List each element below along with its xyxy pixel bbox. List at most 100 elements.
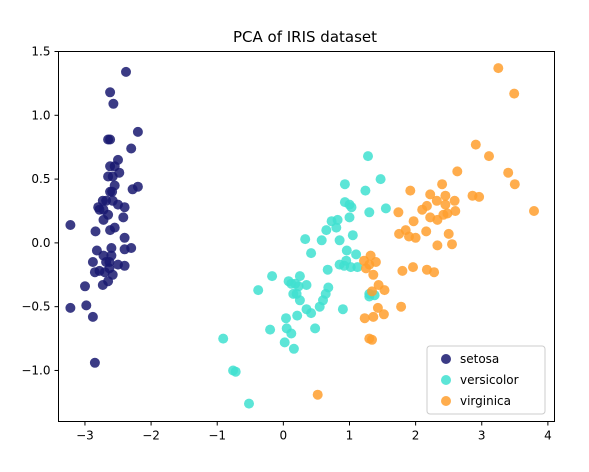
point-virginica [447,239,457,250]
point-virginica [509,88,520,99]
point-virginica [503,167,514,178]
legend-label-versicolor: versicolor [460,373,519,387]
point-versicolor [337,304,348,315]
point-virginica [529,206,539,216]
point-virginica [372,302,383,313]
point-virginica [509,179,520,190]
series-virginica [312,63,539,400]
point-virginica [368,311,379,322]
x-tick-label: 2 [412,429,420,443]
point-setosa [105,87,116,98]
point-versicolor [316,235,327,246]
point-versicolor [292,310,303,321]
point-versicolor [346,202,357,213]
point-virginica [425,189,436,200]
point-versicolor [265,324,276,335]
point-virginica [442,208,453,219]
point-setosa [105,225,116,236]
point-setosa [99,267,110,278]
point-versicolor [310,323,321,334]
point-setosa [105,134,116,145]
point-setosa [97,280,108,290]
point-versicolor [288,343,299,354]
point-setosa [105,186,116,197]
point-setosa [108,98,119,109]
x-tick-label: −1 [208,429,226,443]
point-virginica [312,389,323,400]
point-versicolor [244,398,254,409]
point-virginica [361,263,371,274]
point-virginica [397,265,408,276]
point-virginica [396,301,407,312]
point-versicolor [347,230,358,241]
point-setosa [114,167,125,178]
point-setosa [89,267,100,278]
point-versicolor [375,174,386,185]
point-virginica [408,262,418,273]
legend-marker-virginica [441,396,451,406]
point-versicolor [314,301,325,312]
point-versicolor [334,235,345,246]
legend-marker-setosa [441,354,451,364]
legend: setosa versicolor virginica [426,345,546,415]
point-virginica [437,179,448,190]
point-virginica [394,228,405,239]
point-versicolor [341,245,352,256]
legend-label-virginica: virginica [460,394,511,408]
point-virginica [421,226,432,237]
point-versicolor [344,212,355,223]
x-tick-label: −3 [76,429,94,443]
point-virginica [484,151,494,162]
point-versicolor [230,366,241,377]
points-layer [65,63,539,409]
point-versicolor [352,262,363,273]
point-virginica [440,199,451,210]
point-versicolor [332,214,343,225]
point-setosa [80,281,90,292]
point-virginica [359,313,370,324]
y-tick-label: 1.5 [31,45,50,59]
point-setosa [127,184,138,195]
point-versicolor [294,295,305,306]
point-setosa [103,171,114,182]
point-virginica [431,195,442,206]
x-tick-label: 3 [478,429,486,443]
point-versicolor [339,179,350,190]
point-virginica [443,228,454,239]
point-versicolor [364,207,375,218]
point-virginica [432,214,443,225]
point-virginica [474,191,485,202]
point-virginica [452,166,463,177]
point-virginica [417,204,428,215]
point-virginica [367,286,377,297]
series-versicolor [218,151,391,409]
point-setosa [81,300,92,311]
point-setosa [89,357,100,368]
point-setosa [65,220,76,230]
y-tick-label: 1.0 [31,108,50,122]
point-setosa [106,243,117,253]
point-setosa [98,214,109,225]
point-virginica [379,285,390,296]
point-versicolor [360,185,371,196]
point-versicolor [301,280,312,290]
point-virginica [450,206,461,216]
y-axis: −1.0 −0.5 0.0 0.5 1.0 1.5 [21,45,59,377]
y-tick-label: 0.0 [31,236,50,250]
point-virginica [378,309,389,320]
point-setosa [119,232,130,243]
point-versicolor [306,248,317,259]
point-virginica [410,232,421,243]
x-tick-label: 0 [280,429,288,443]
point-virginica [440,190,451,201]
legend-box [426,345,546,415]
y-tick-label: −0.5 [21,300,50,314]
point-setosa [132,126,143,137]
point-setosa [90,226,101,237]
point-virginica [470,139,481,150]
point-virginica [429,267,440,278]
point-versicolor [253,285,264,296]
point-virginica [432,240,443,251]
point-setosa [126,243,137,253]
